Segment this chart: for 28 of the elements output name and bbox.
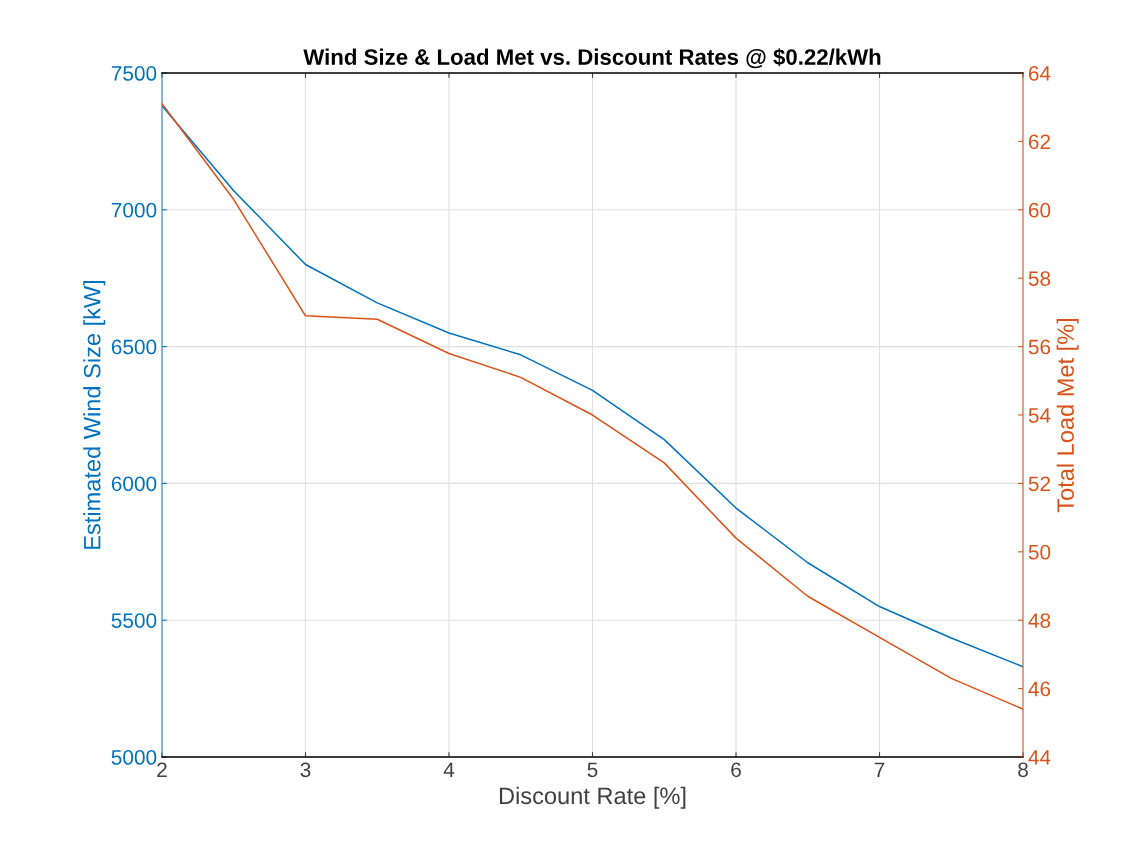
x-tick-label: 2: [157, 762, 167, 777]
y2-tick-label: 54: [1028, 408, 1051, 423]
x-axis-title: Discount Rate [%]: [499, 786, 686, 809]
y2-tick-label: 64: [1028, 66, 1051, 81]
x-tick-label: 5: [587, 762, 598, 778]
x-tick-label: 4: [443, 762, 455, 777]
x-tick-label: 3: [300, 762, 311, 778]
x-tick-label: 7: [874, 762, 885, 777]
chart-title: Wind Size & Load Met vs. Discount Rates @ $0.22/kWh: [303, 48, 881, 69]
y2-tick-label: 58: [1028, 271, 1051, 286]
y2-tick-label: 44: [1028, 750, 1051, 765]
y-tick-label: 6000: [111, 476, 157, 492]
y2-tick-label: 48: [1028, 613, 1051, 628]
y-tick-label: 5500: [111, 613, 157, 628]
y-axis-title: Estimated Wind Size [kW]: [83, 280, 106, 549]
y-tick-label: 7500: [111, 66, 157, 81]
x-tick-label: 8: [1018, 762, 1028, 778]
y-tick-label: 5000: [111, 750, 157, 765]
y2-tick-label: 60: [1028, 202, 1051, 218]
y2-axis-title: Total Load Met [%]: [1056, 318, 1079, 513]
y-tick-label: 7000: [111, 202, 157, 218]
y2-tick-label: 46: [1028, 681, 1051, 697]
y2-tick-label: 62: [1028, 134, 1051, 150]
y2-tick-label: 50: [1028, 544, 1051, 560]
y-tick-label: 6500: [111, 339, 157, 355]
y2-tick-label: 56: [1028, 339, 1051, 355]
x-tick-label: 6: [731, 762, 741, 778]
y2-tick-label: 52: [1028, 476, 1051, 492]
